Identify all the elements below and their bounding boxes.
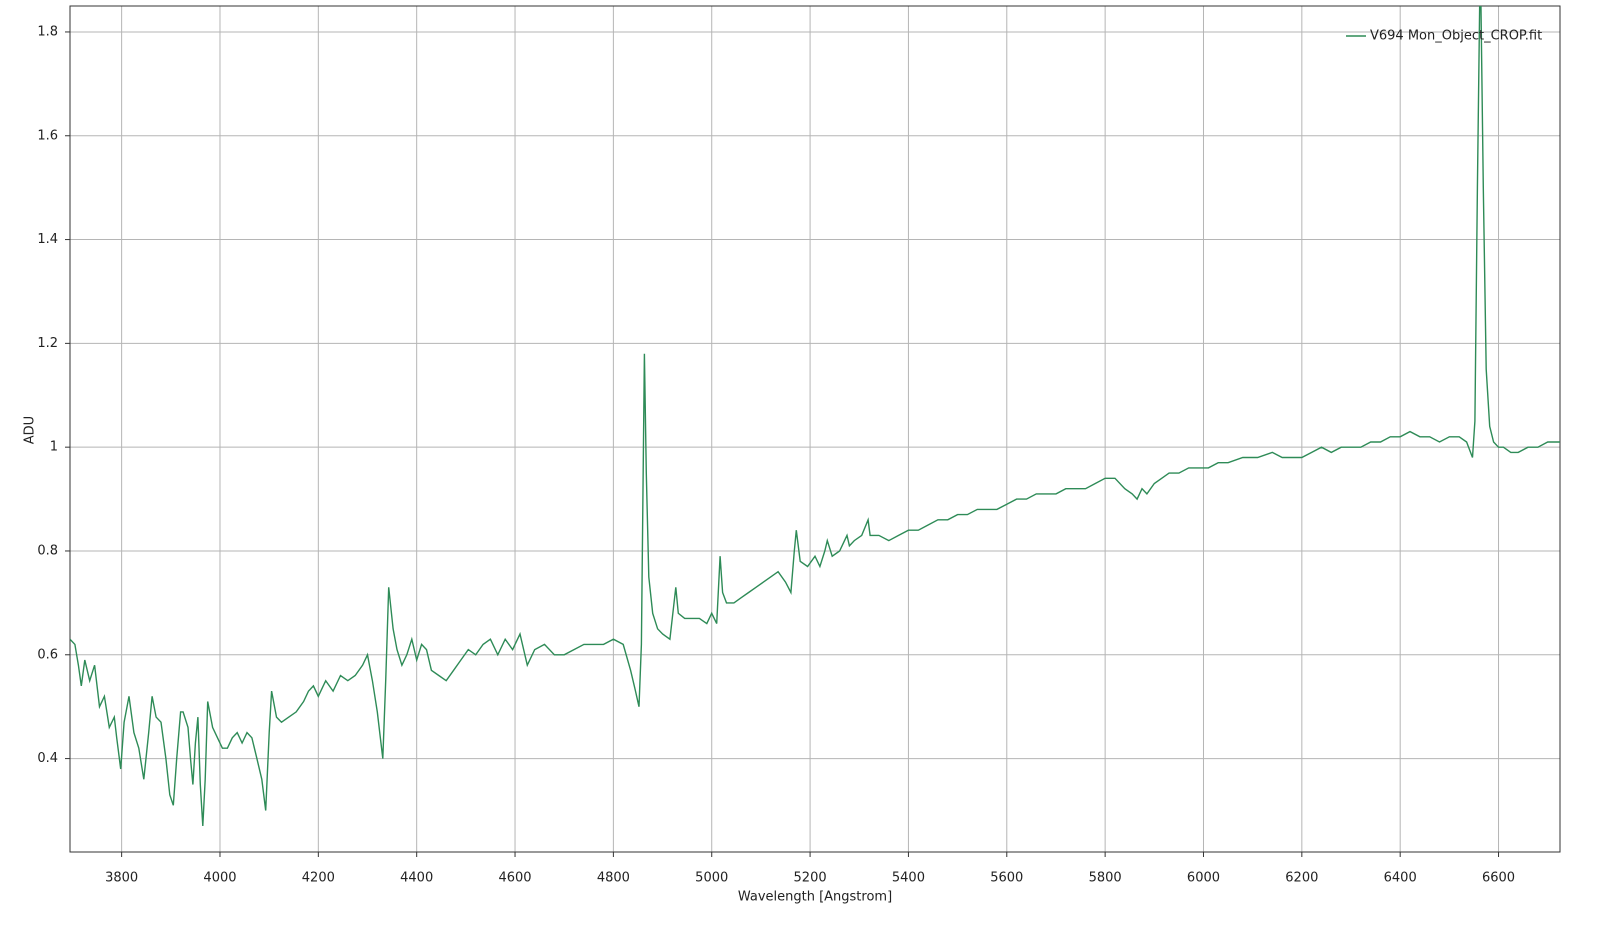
x-axis-label: Wavelength [Angstrom] — [738, 890, 892, 905]
y-tick-label: 1.8 — [37, 24, 58, 39]
y-tick-label: 0.4 — [37, 751, 58, 766]
x-tick-label: 4800 — [597, 871, 630, 886]
plot-frame — [69, 5, 1561, 853]
x-tick-label: 4600 — [498, 871, 531, 886]
x-tick-label: 6400 — [1384, 871, 1417, 886]
x-tick-label: 4200 — [302, 871, 335, 886]
x-tick-label: 5400 — [892, 871, 925, 886]
x-tick-label: 3800 — [105, 871, 138, 886]
y-tick-label: 0.8 — [37, 543, 58, 558]
y-tick-label: 0.6 — [37, 647, 58, 662]
x-tick-label: 4400 — [400, 871, 433, 886]
legend-label: V694 Mon_Object_CROP.fit — [1370, 29, 1542, 44]
y-tick-label: 1 — [50, 440, 58, 455]
y-axis-label: ADU — [23, 416, 38, 444]
y-tick-label: 1.2 — [37, 336, 58, 351]
x-tick-label: 5200 — [794, 871, 827, 886]
x-tick-label: 6200 — [1285, 871, 1318, 886]
x-tick-label: 6000 — [1187, 871, 1220, 886]
x-tick-label: 4000 — [203, 871, 236, 886]
x-tick-label: 5800 — [1089, 871, 1122, 886]
x-tick-label: 5000 — [695, 871, 728, 886]
x-tick-label: 5600 — [990, 871, 1023, 886]
y-tick-label: 1.4 — [37, 232, 58, 247]
y-tick-label: 1.6 — [37, 128, 58, 143]
x-tick-label: 6600 — [1482, 871, 1515, 886]
data-line — [70, 6, 1560, 827]
plot-area — [70, 6, 1560, 827]
